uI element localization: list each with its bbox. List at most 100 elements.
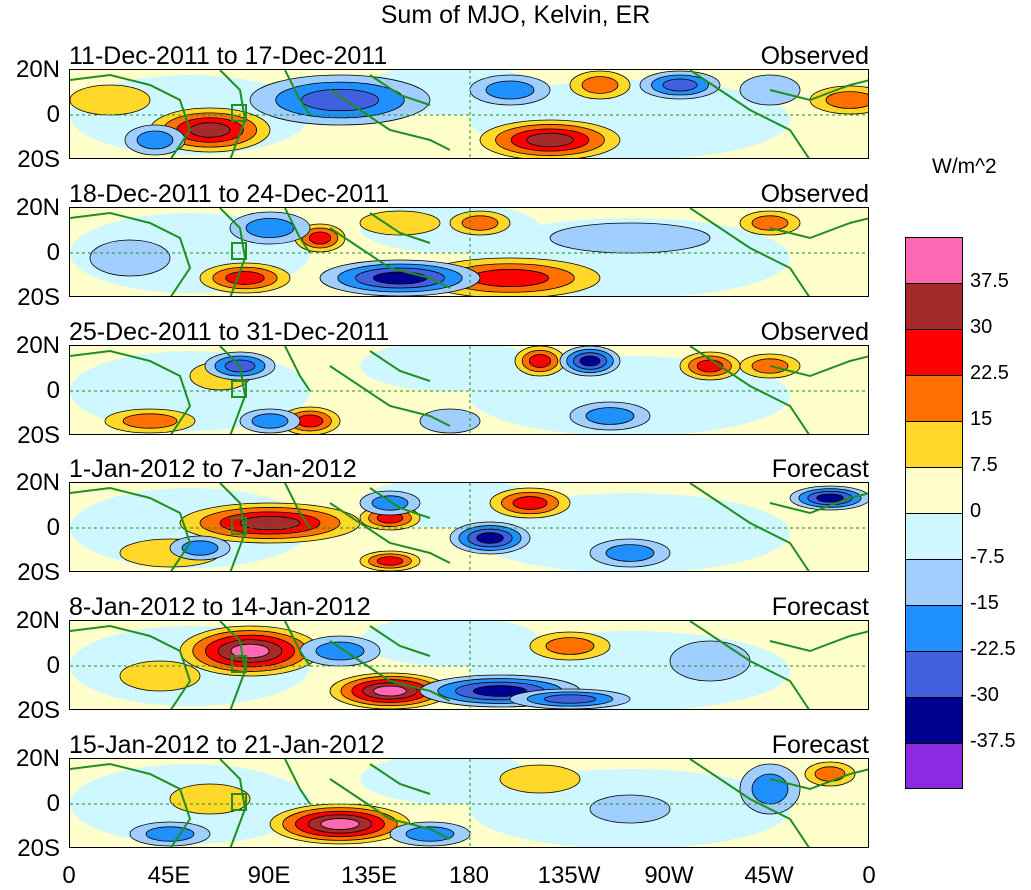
panel-frame xyxy=(69,69,869,159)
negative-contour xyxy=(476,532,504,544)
negative-contour xyxy=(301,88,379,112)
colorbar-swatch xyxy=(905,467,963,513)
panel-6-ylabel: 20S xyxy=(17,835,60,862)
negative-contour xyxy=(543,694,597,704)
x-tick-label: 180 xyxy=(448,862,490,889)
panel-frame xyxy=(69,620,869,710)
negative-contour xyxy=(372,271,428,285)
coastline xyxy=(70,73,192,158)
x-tick-label: 0 xyxy=(862,862,876,889)
panel-2-kind: Observed xyxy=(760,180,869,208)
negative-contour xyxy=(405,826,455,842)
coastline xyxy=(329,89,451,151)
units-label: W/m^2 xyxy=(932,155,997,178)
colorbar-swatch xyxy=(905,513,963,559)
coastline xyxy=(689,208,810,296)
x-tick-label: 0 xyxy=(62,862,76,889)
colorbar-label: 37.5 xyxy=(970,270,1009,292)
region-box xyxy=(231,242,247,260)
figure-title: Sum of MJO, Kelvin, ER xyxy=(380,1,651,29)
panel-frame xyxy=(69,758,869,848)
positive-contour xyxy=(814,766,846,782)
coastline xyxy=(369,625,431,657)
region-box xyxy=(231,793,247,811)
positive-contour xyxy=(528,354,552,368)
negative-contour xyxy=(669,640,751,682)
panel-4-ylabel: 20S xyxy=(17,559,60,586)
negative-contour xyxy=(181,540,219,556)
map-panel-5 xyxy=(69,620,869,710)
coastline xyxy=(284,759,311,805)
coastline xyxy=(769,79,868,102)
panel-1-ylabel: 0 xyxy=(46,101,60,128)
coastline xyxy=(284,483,311,529)
coastline xyxy=(689,70,810,158)
panel-3-ylabel: 0 xyxy=(46,377,60,404)
negative-contour xyxy=(751,773,789,805)
panel-1-ylabel: 20N xyxy=(15,56,60,83)
map-panel-4 xyxy=(69,482,869,572)
panel-6-kind: Forecast xyxy=(771,731,869,759)
coastline xyxy=(369,212,431,244)
panel-5-ylabel: 20S xyxy=(17,697,60,724)
coastline xyxy=(70,624,192,709)
negative-contour xyxy=(549,222,711,254)
colorbar-label: -22.5 xyxy=(970,638,1016,660)
coastline xyxy=(329,365,451,427)
anomaly-field-4 xyxy=(70,483,868,571)
negative-contour xyxy=(816,493,844,503)
negative-contour xyxy=(472,685,528,697)
coastline xyxy=(70,349,192,434)
coastline xyxy=(689,483,810,571)
map-panel-1 xyxy=(69,69,869,159)
colorbar-swatch xyxy=(905,605,963,651)
colorbar-swatch xyxy=(905,283,963,329)
panel-2-ylabel: 20S xyxy=(17,284,60,311)
negative-contour xyxy=(605,544,655,562)
coastline xyxy=(769,492,868,515)
positive-contour xyxy=(499,764,581,794)
anomaly-field-6 xyxy=(70,759,868,847)
negative-contour xyxy=(315,641,365,661)
region-box xyxy=(231,655,247,673)
positive-contour xyxy=(545,637,595,655)
negative-contour xyxy=(419,408,481,434)
x-tick-label: 90E xyxy=(247,862,291,889)
coastline xyxy=(369,74,431,106)
coastline xyxy=(70,211,192,296)
panel-5-ylabel: 0 xyxy=(46,652,60,679)
panel-6-ylabel: 0 xyxy=(46,790,60,817)
positive-contour xyxy=(825,91,868,109)
region-box xyxy=(231,517,247,535)
negative-contour xyxy=(589,794,671,824)
panel-3-ylabel: 20N xyxy=(15,332,60,359)
negative-contour xyxy=(245,217,295,239)
panel-6-dates: 15-Jan-2012 to 21-Jan-2012 xyxy=(69,731,385,759)
coastline xyxy=(689,346,810,434)
colorbar-swatch xyxy=(905,421,963,467)
positive-contour xyxy=(169,783,251,815)
x-tick-label: 45W xyxy=(744,862,794,889)
coastline xyxy=(329,227,451,289)
panel-5-ylabel: 20N xyxy=(15,607,60,634)
region-box xyxy=(231,380,247,398)
negative-contour xyxy=(485,80,535,100)
panel-frame xyxy=(69,207,869,297)
colorbar-label: 0 xyxy=(970,500,982,522)
positive-contour xyxy=(308,231,332,245)
panel-3-ylabel: 20S xyxy=(17,422,60,449)
coastline xyxy=(284,346,311,392)
negative-wash xyxy=(360,759,540,804)
coastline xyxy=(369,487,431,519)
negative-contour xyxy=(251,413,289,429)
negative-wash xyxy=(360,346,540,391)
negative-contour xyxy=(145,826,195,842)
colorbar-swatch xyxy=(905,651,963,697)
panel-2-ylabel: 0 xyxy=(46,239,60,266)
positive-contour xyxy=(461,215,499,231)
positive-contour xyxy=(512,496,548,510)
positive-contour xyxy=(119,660,201,692)
positive-contour xyxy=(239,515,301,531)
coastline xyxy=(284,70,311,116)
colorbar-label: 22.5 xyxy=(970,362,1009,384)
